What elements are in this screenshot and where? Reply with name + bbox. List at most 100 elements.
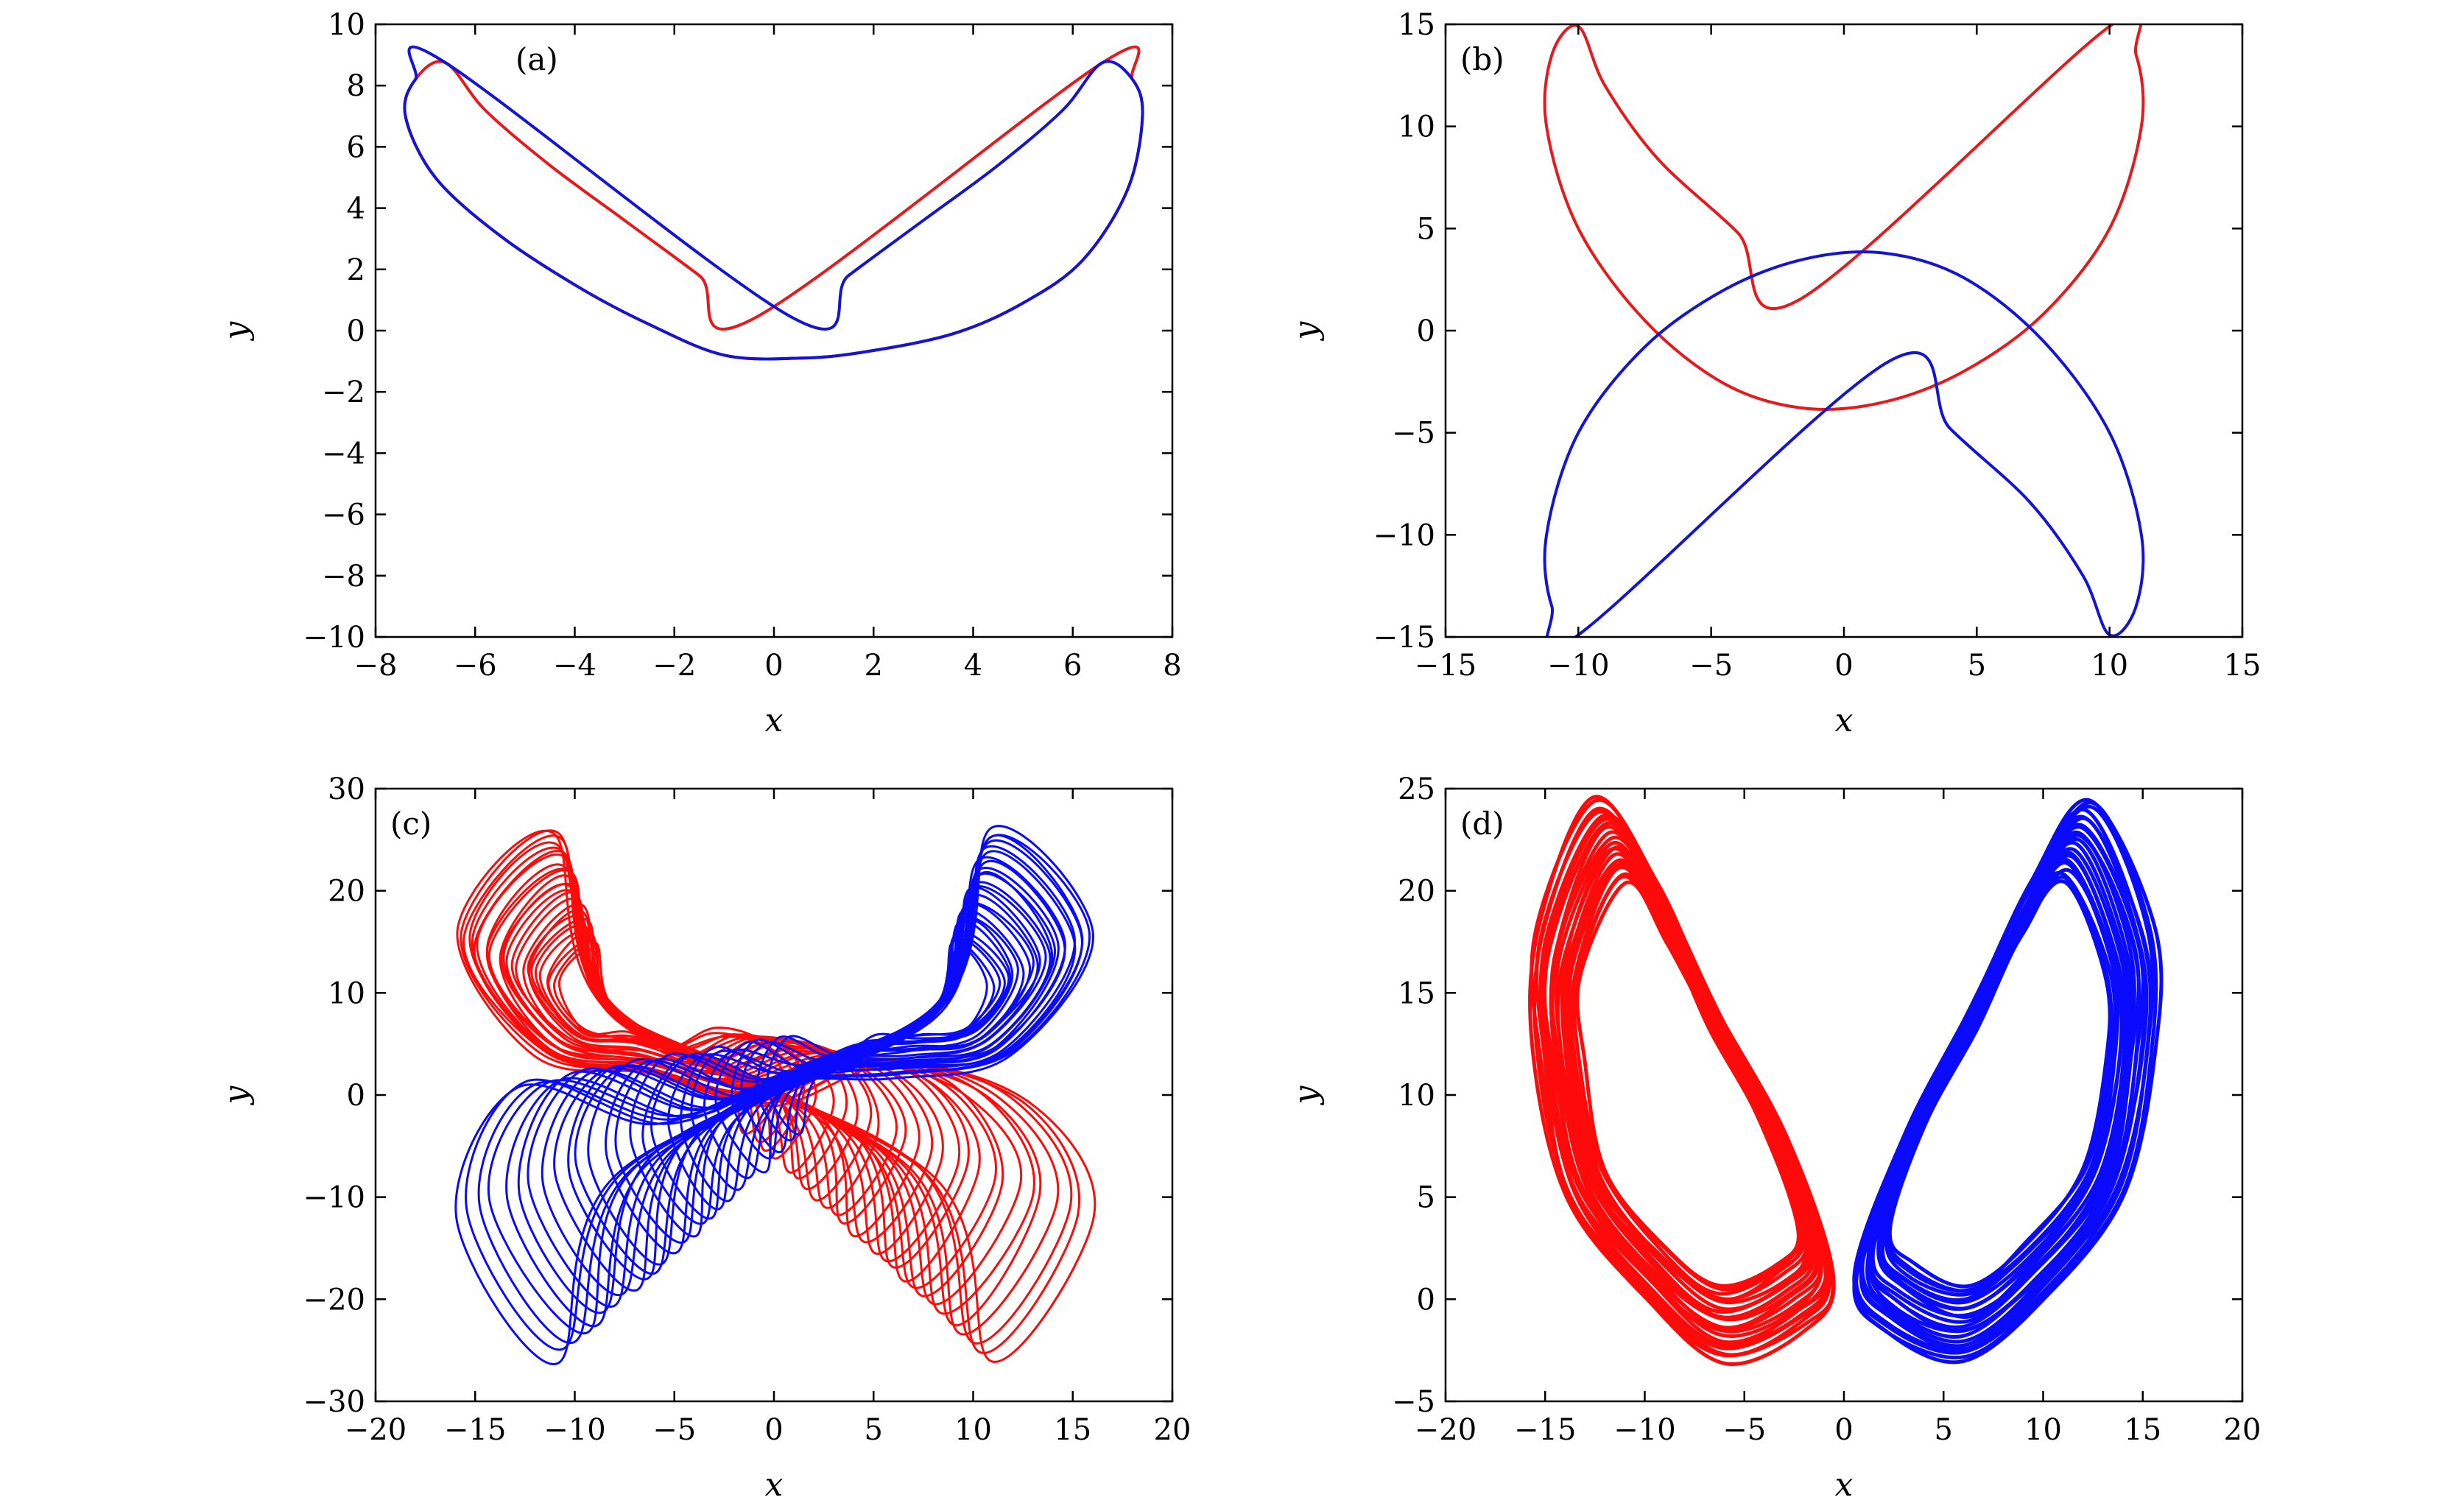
x-tick-label-d-4: −5 bbox=[1722, 1413, 1766, 1447]
plot-area-b bbox=[1543, 24, 2145, 637]
series-band-c-1-11 bbox=[515, 897, 907, 1225]
x-tick-label-b-2: −10 bbox=[1547, 649, 1609, 683]
x-tick-label-d-2: −15 bbox=[1514, 1413, 1576, 1447]
x-tick-label-a-7: 4 bbox=[964, 649, 982, 683]
series-band-c-1-17 bbox=[487, 869, 981, 1283]
x-tick-label-c-8: 15 bbox=[1054, 1413, 1091, 1447]
x-tick-label-d-5: 0 bbox=[1834, 1413, 1853, 1447]
series-band-c-1-8 bbox=[527, 915, 873, 1202]
x-tick-label-c-5: 0 bbox=[764, 1413, 783, 1447]
x-tick-label-d-7: 10 bbox=[2024, 1413, 2062, 1447]
series-line-b-1 bbox=[1543, 24, 2145, 412]
x-axis-label-d: x bbox=[1835, 1466, 1854, 1500]
panel-label-a: (a) bbox=[515, 41, 558, 77]
y-tick-label-c-2: −20 bbox=[303, 1283, 365, 1317]
series-band-d-1-11 bbox=[1554, 840, 1819, 1322]
series-band-c-1-2 bbox=[553, 940, 798, 1144]
y-tick-label-a-1: −10 bbox=[303, 621, 365, 655]
series-band-d-1-19 bbox=[1535, 809, 1831, 1351]
plot-area-a bbox=[403, 45, 1144, 361]
y-tick-label-b-5: 5 bbox=[1417, 212, 1435, 246]
series-band-d-2-2 bbox=[1886, 875, 2113, 1293]
x-tick-label-a-9: 8 bbox=[1163, 649, 1181, 683]
y-tick-label-d-6: 20 bbox=[1398, 875, 1435, 909]
series-band-c-1-4 bbox=[546, 930, 817, 1160]
y-tick-label-b-4: 0 bbox=[1417, 314, 1435, 348]
panel-label-d: (d) bbox=[1460, 806, 1504, 842]
x-tick-label-a-3: −4 bbox=[553, 649, 596, 683]
y-tick-label-a-9: 6 bbox=[347, 130, 365, 164]
x-tick-label-d-6: 5 bbox=[1935, 1413, 1953, 1447]
y-tick-label-d-1: −5 bbox=[1392, 1385, 1435, 1419]
x-tick-label-c-7: 10 bbox=[954, 1413, 992, 1447]
x-tick-label-a-2: −6 bbox=[454, 649, 497, 683]
x-tick-label-a-1: −8 bbox=[354, 649, 398, 683]
x-tick-label-c-2: −15 bbox=[444, 1413, 506, 1447]
series-band-c-2-12 bbox=[629, 893, 1039, 1238]
series-band-c-2-18 bbox=[553, 867, 1060, 1292]
x-tick-label-b-6: 10 bbox=[2091, 649, 2128, 683]
x-tick-label-c-6: 5 bbox=[865, 1413, 883, 1447]
y-tick-label-d-4: 10 bbox=[1398, 1079, 1435, 1113]
y-tick-label-d-5: 15 bbox=[1398, 976, 1435, 1010]
panel-d: −20 −15 −10 −5 0 5 10 15 20 −5 0 5 10 15 20 25 x y (d) bbox=[1287, 772, 2261, 1500]
plot-area-c bbox=[454, 825, 1097, 1365]
y-axis-label-a: y bbox=[217, 320, 255, 341]
x-tick-label-d-8: 15 bbox=[2124, 1413, 2161, 1447]
y-tick-label-a-3: −6 bbox=[322, 499, 365, 532]
y-axis-label-b: y bbox=[1287, 320, 1325, 341]
x-tick-label-c-3: −10 bbox=[543, 1413, 605, 1447]
series-band-c-2-22 bbox=[505, 845, 1076, 1328]
y-tick-label-d-3: 5 bbox=[1417, 1181, 1435, 1215]
y-tick-label-d-2: 0 bbox=[1417, 1283, 1435, 1317]
x-tick-label-b-7: 15 bbox=[2224, 649, 2261, 683]
series-band-c-2-25 bbox=[465, 834, 1091, 1351]
x-tick-label-d-1: −20 bbox=[1415, 1413, 1476, 1447]
x-tick-label-a-4: −2 bbox=[652, 649, 696, 683]
series-line-a-2 bbox=[403, 45, 1144, 361]
series-band-c-1-6 bbox=[534, 923, 848, 1180]
y-tick-label-c-7: 30 bbox=[328, 772, 365, 806]
series-band-d-2-22 bbox=[1854, 797, 2164, 1365]
y-tick-label-a-6: 0 bbox=[347, 314, 365, 348]
series-band-d-1-22 bbox=[1528, 795, 1836, 1366]
series-band-c-1-7 bbox=[530, 918, 859, 1190]
y-tick-label-a-8: 4 bbox=[347, 192, 365, 226]
x-tick-label-c-1: −20 bbox=[345, 1413, 406, 1447]
series-band-d-2-13 bbox=[1869, 833, 2141, 1334]
series-band-d-1-6 bbox=[1564, 862, 1809, 1304]
x-tick-label-b-3: −5 bbox=[1689, 649, 1733, 683]
y-tick-label-a-5: −2 bbox=[322, 376, 365, 409]
x-tick-label-d-9: 20 bbox=[2224, 1413, 2261, 1447]
series-line-a-1 bbox=[403, 45, 1144, 361]
x-tick-label-a-6: 2 bbox=[865, 649, 883, 683]
y-tick-label-a-11: 10 bbox=[328, 8, 365, 42]
x-tick-label-a-8: 6 bbox=[1063, 649, 1082, 683]
y-tick-label-b-7: 15 bbox=[1398, 8, 1435, 42]
y-tick-label-a-4: −4 bbox=[322, 437, 365, 471]
x-tick-label-b-5: 5 bbox=[1968, 649, 1986, 683]
series-band-c-2-11 bbox=[641, 901, 1035, 1225]
x-tick-label-c-9: 20 bbox=[1154, 1413, 1191, 1447]
y-tick-label-a-7: 2 bbox=[347, 253, 365, 287]
series-band-c-2-9 bbox=[667, 909, 1025, 1211]
y-tick-label-c-1: −30 bbox=[303, 1385, 365, 1419]
series-band-c-2-23 bbox=[487, 839, 1083, 1334]
x-axis-label-a: x bbox=[765, 702, 784, 739]
x-tick-label-d-3: −10 bbox=[1613, 1413, 1675, 1447]
series-band-c-2-24 bbox=[477, 834, 1084, 1344]
y-tick-label-c-3: −10 bbox=[303, 1181, 365, 1215]
y-tick-label-b-1: −15 bbox=[1373, 621, 1435, 655]
y-tick-label-b-3: −5 bbox=[1392, 417, 1435, 451]
x-tick-label-b-1: −15 bbox=[1415, 649, 1476, 683]
series-band-c-2-26 bbox=[454, 825, 1094, 1365]
panel-label-c: (c) bbox=[390, 806, 432, 842]
y-tick-label-b-6: 10 bbox=[1398, 110, 1435, 144]
y-tick-label-c-5: 10 bbox=[328, 976, 365, 1010]
series-band-d-1-2 bbox=[1572, 874, 1801, 1292]
series-line-b-2 bbox=[1543, 250, 2145, 637]
plot-area-d bbox=[1528, 795, 2164, 1366]
x-tick-label-b-4: 0 bbox=[1834, 649, 1853, 683]
